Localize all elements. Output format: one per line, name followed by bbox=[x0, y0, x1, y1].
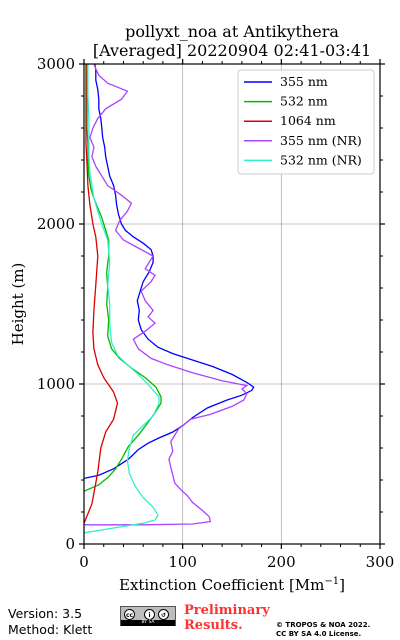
x-tick-label: 300 bbox=[366, 553, 395, 571]
attribution-icon: i bbox=[144, 609, 155, 620]
y-tick-label: 2000 bbox=[37, 215, 75, 233]
series-line bbox=[84, 64, 162, 492]
y-axis-label: Height (m) bbox=[9, 262, 27, 346]
cc-license-badge: cc i ↺ BY SA bbox=[120, 606, 176, 626]
x-tick-label: 0 bbox=[79, 553, 89, 571]
copyright-line2: CC BY SA 4.0 License. bbox=[276, 630, 362, 638]
legend-label: 532 nm (NR) bbox=[280, 152, 362, 167]
legend-label: 1064 nm bbox=[280, 113, 336, 128]
x-axis-label-exponent: −1 bbox=[324, 576, 340, 587]
legend-label: 532 nm bbox=[280, 94, 328, 109]
copyright-line1: © TROPOS & NOA 2022. bbox=[276, 621, 371, 629]
x-axis-label: Extinction Coefficient [Mm−1] bbox=[119, 576, 345, 594]
footer-info: Version: 3.5 Method: Klett bbox=[8, 606, 92, 638]
cc-badge-label: BY SA bbox=[121, 620, 175, 626]
legend-label: 355 nm (NR) bbox=[280, 133, 362, 148]
y-tick-label: 0 bbox=[65, 535, 75, 553]
plot-frame bbox=[83, 63, 381, 545]
series-line bbox=[84, 64, 160, 534]
chart-title: pollyxt_noa at Antikythera bbox=[125, 22, 339, 41]
x-axis-label-suffix: ] bbox=[339, 576, 345, 594]
legend-box bbox=[237, 69, 375, 175]
preliminary-line2: Results. bbox=[184, 618, 243, 633]
preliminary-notice: Preliminary Results. bbox=[184, 603, 270, 633]
method-text: Method: Klett bbox=[8, 622, 93, 637]
version-text: Version: 3.5 bbox=[8, 606, 83, 621]
y-tick-label: 1000 bbox=[37, 375, 75, 393]
x-axis-label-text: Extinction Coefficient [Mm bbox=[119, 576, 325, 594]
y-tick-label: 3000 bbox=[37, 55, 75, 73]
series-line bbox=[84, 64, 249, 526]
preliminary-line1: Preliminary bbox=[184, 603, 270, 618]
cc-icon: cc bbox=[124, 609, 135, 620]
legend-label: 355 nm bbox=[280, 74, 328, 89]
share-alike-icon: ↺ bbox=[158, 609, 169, 620]
x-tick-label: 200 bbox=[267, 553, 296, 571]
x-tick-label: 100 bbox=[168, 553, 197, 571]
series-line bbox=[84, 64, 119, 524]
copyright-notice: © TROPOS & NOA 2022. CC BY SA 4.0 Licens… bbox=[276, 621, 370, 639]
chart-subtitle: [Averaged] 20220904 02:41-03:41 bbox=[92, 41, 372, 60]
